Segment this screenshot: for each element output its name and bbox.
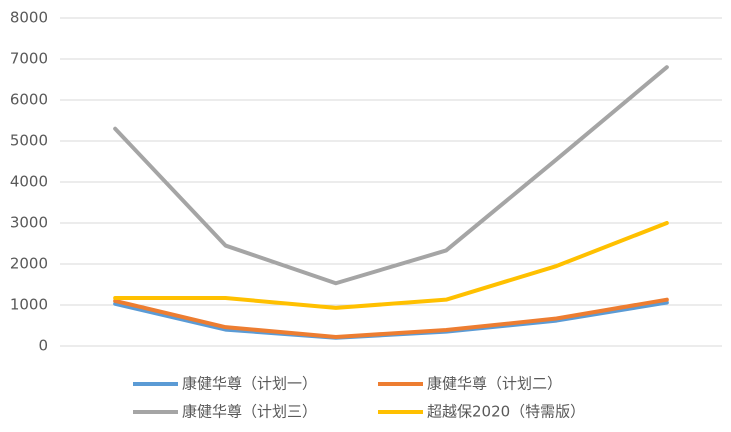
y-tick-label: 2000: [10, 255, 48, 273]
legend-label: 康健华尊（计划一）: [182, 375, 317, 393]
y-tick-label: 3000: [10, 214, 48, 232]
y-tick-label: 1000: [10, 296, 48, 314]
y-tick-label: 8000: [10, 9, 48, 27]
legend-label: 康健华尊（计划三）: [182, 403, 317, 421]
y-tick-label: 7000: [10, 50, 48, 68]
y-tick-label: 5000: [10, 132, 48, 150]
legend-label: 康健华尊（计划二）: [427, 375, 562, 393]
legend-label: 超越保2020（特需版）: [427, 403, 585, 421]
y-tick-label: 4000: [10, 173, 48, 191]
series-line: [113, 65, 669, 286]
series-line: [113, 297, 669, 339]
y-tick-label: 0: [38, 337, 48, 355]
series-line: [113, 221, 669, 310]
y-tick-label: 6000: [10, 91, 48, 109]
